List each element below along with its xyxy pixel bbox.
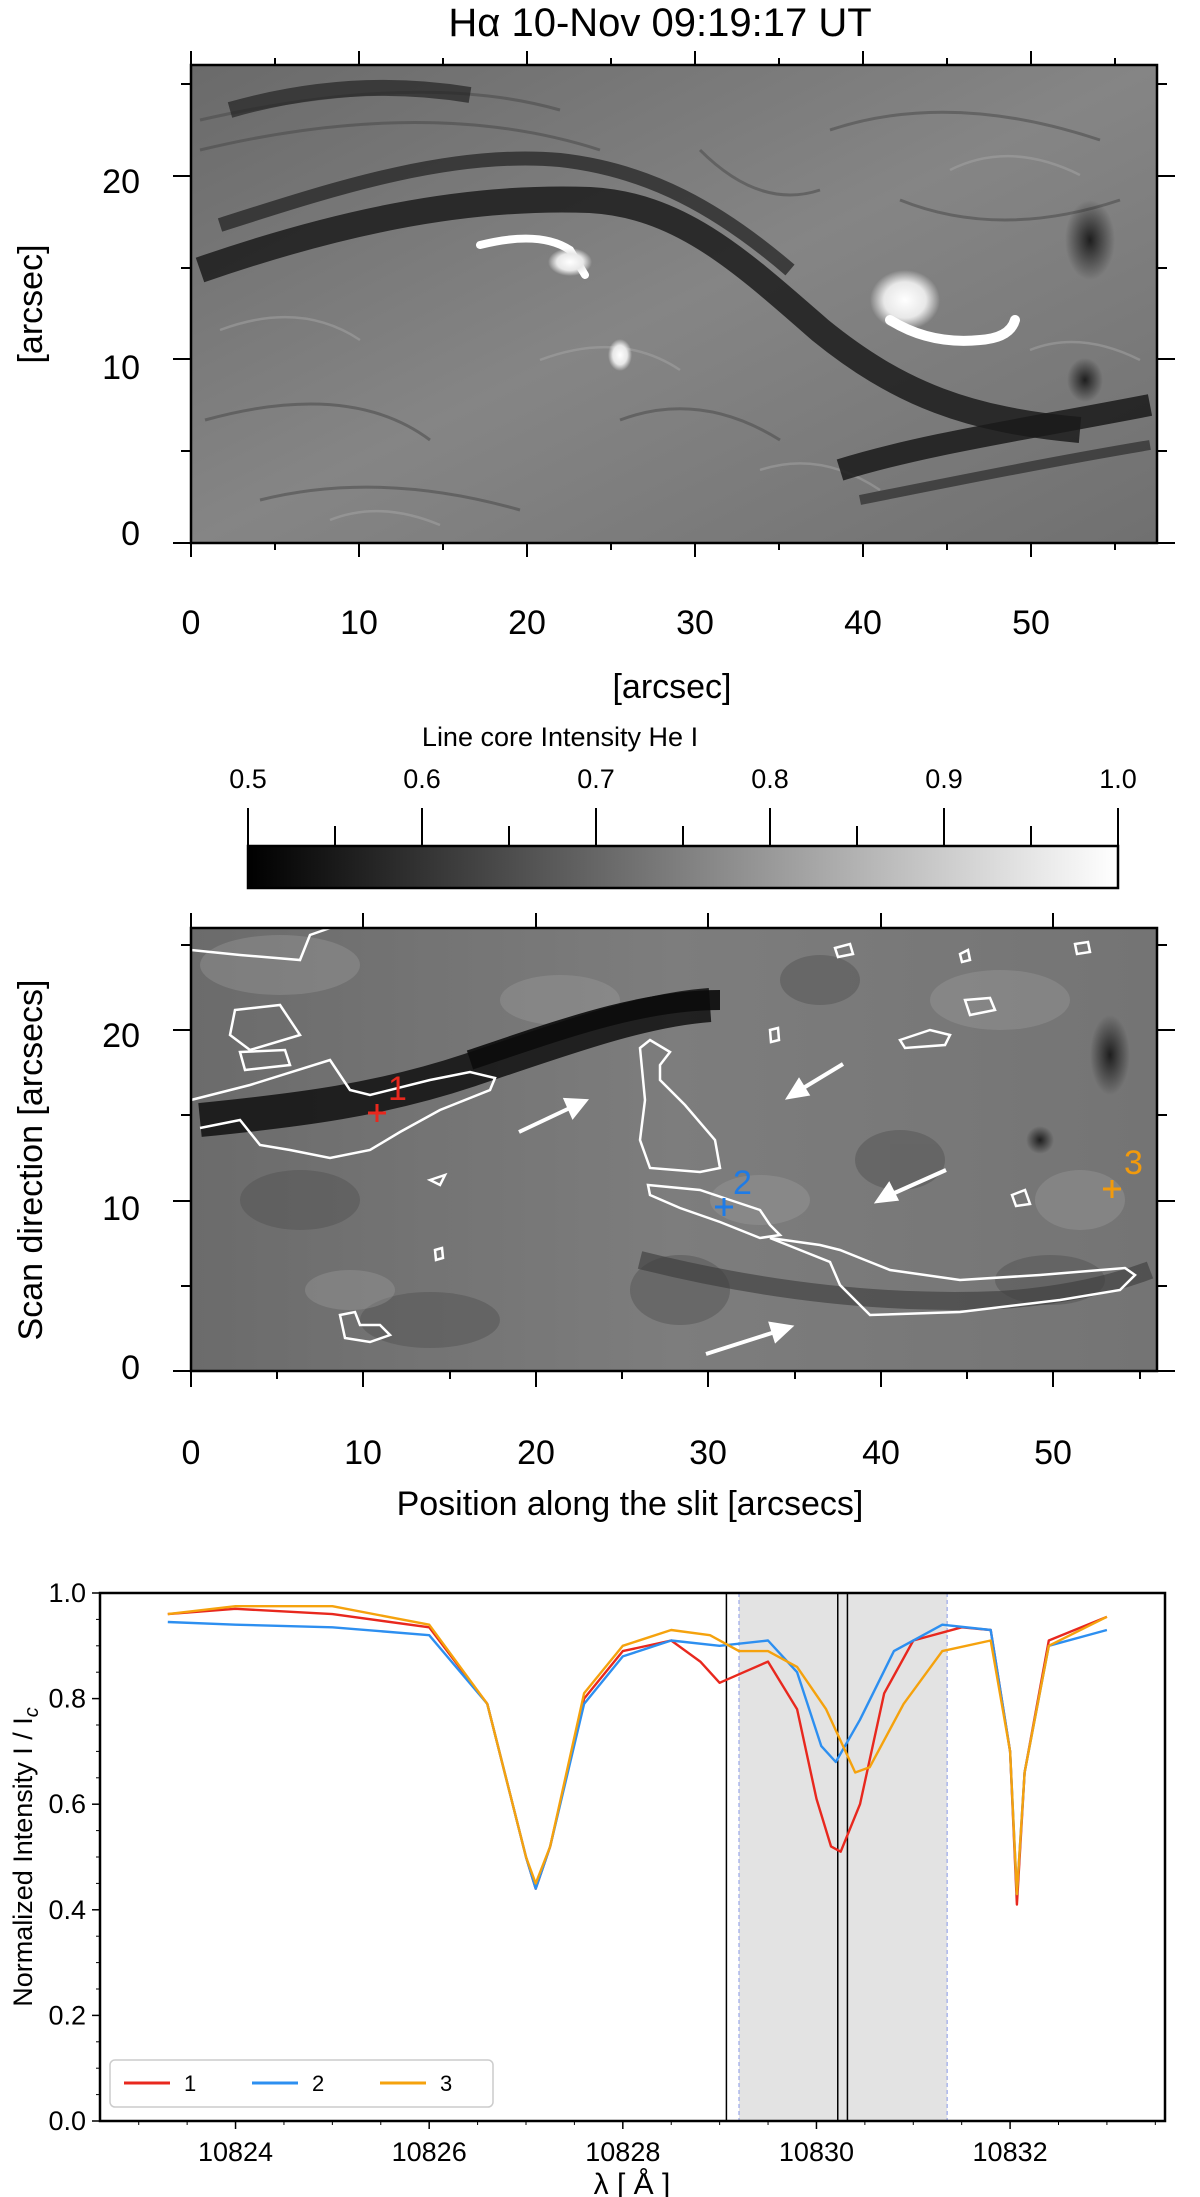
halpha-y-tick-label: 10 [102, 349, 140, 387]
halpha-ylabel: [arcsec] [12, 244, 50, 363]
hei-x-tick-label: 20 [517, 1434, 555, 1472]
colorbar-ticks [247, 808, 1119, 846]
colorbar-tick-label: 0.6 [403, 764, 441, 794]
marker-2: 2 [715, 1164, 752, 1216]
marker-1: 1 [368, 1070, 407, 1122]
y-tick-label: 0.8 [48, 1684, 86, 1714]
halpha-title: Hα 10-Nov 09:19:17 UT [448, 1, 871, 45]
hei-ticks [173, 913, 1175, 1387]
colorbar-tick-label: 0.5 [229, 764, 267, 794]
hei-ylabel: Scan direction [arcsecs] [12, 980, 50, 1341]
hei-x-tick-label: 30 [689, 1434, 727, 1472]
series-1-line [167, 1607, 1108, 1906]
x-tick-label: 10830 [779, 2137, 854, 2167]
arrow [705, 1321, 795, 1356]
y-tick-label: 0.4 [48, 1895, 86, 1925]
series-3-line [167, 1605, 1108, 1896]
legend-label-1: 1 [184, 2071, 196, 2096]
hei-x-tick-label: 10 [344, 1434, 382, 1472]
colorbar-title: Line core Intensity He I [422, 722, 698, 752]
colorbar-tick-label: 0.7 [577, 764, 615, 794]
halpha-x-tick-label: 30 [676, 604, 714, 642]
colorbar-tick-label: 1.0 [1099, 764, 1137, 794]
colorbar-tick-labels: 0.5 0.6 0.7 0.8 0.9 1.0 [229, 764, 1137, 794]
spectra-ylabel: Normalized Intensity I / Ic [8, 1707, 43, 2007]
x-tick-label: 10828 [585, 2137, 660, 2167]
x-tick-label: 10826 [392, 2137, 467, 2167]
series-2-line [167, 1620, 1108, 1896]
shaded-band-rect [739, 1593, 948, 2121]
halpha-xlabel: [arcsec] [612, 668, 731, 706]
hei-xlabel: Position along the slit [arcsecs] [397, 1485, 864, 1523]
hei-y-tick-label: 10 [102, 1190, 140, 1228]
legend-box [109, 2059, 494, 2108]
shaded-band [738, 1593, 948, 2121]
spectra-y-ticks: 0.0 0.2 0.4 0.6 0.8 1.0 [48, 1578, 100, 2136]
halpha-y-tick-label: 20 [102, 163, 140, 201]
marker-2-label: 2 [733, 1164, 752, 1202]
arrows [518, 1062, 947, 1356]
colorbar-gradient [248, 846, 1118, 888]
marker-1-label: 1 [388, 1070, 407, 1108]
legend-label-3: 3 [440, 2071, 452, 2096]
y-tick-label: 0.2 [48, 2000, 86, 2030]
halpha-x-tick-label: 0 [182, 604, 201, 642]
hei-x-tick-label: 50 [1034, 1434, 1072, 1472]
halpha-x-tick-label: 40 [844, 604, 882, 642]
x-tick-label: 10824 [198, 2137, 273, 2167]
y-tick-label: 1.0 [48, 1578, 86, 1608]
hei-x-tick-label: 0 [182, 1434, 201, 1472]
halpha-panel: Hα 10-Nov 09:19:17 UT [12, 1, 1175, 706]
contours [190, 926, 1137, 1344]
hei-image [191, 928, 1157, 1371]
hei-panel: 1 2 3 [12, 913, 1175, 1523]
hei-y-tick-label: 20 [102, 1017, 140, 1055]
spectra-xlabel: λ [ Å ] [594, 2168, 671, 2197]
halpha-x-tick-label: 50 [1012, 604, 1050, 642]
legend-label-2: 2 [312, 2071, 324, 2096]
spectra-panel: 10824 10826 10828 10830 10832 0.00.20.40.60.… [8, 1578, 1167, 2197]
halpha-x-tick-labels: 0 10 20 30 40 50 [182, 604, 1050, 642]
halpha-y-tick-labels: 0 10 20 [102, 163, 140, 553]
y-tick-label: 0.6 [48, 1789, 86, 1819]
colorbar-tick-label: 0.9 [925, 764, 963, 794]
colorbar-tick-label: 0.8 [751, 764, 789, 794]
halpha-image [191, 65, 1157, 543]
arrow [518, 1097, 589, 1134]
halpha-y-tick-label: 0 [121, 515, 140, 553]
legend: 1 2 3 [109, 2059, 494, 2108]
x-tick-label: 10832 [973, 2137, 1048, 2167]
halpha-x-tick-label: 20 [508, 604, 546, 642]
hei-x-tick-labels: 0 10 20 30 40 50 [182, 1434, 1072, 1472]
halpha-ticks [173, 51, 1175, 557]
spectra-x-ticks: 10824 10826 10828 10830 10832 [138, 2121, 1156, 2167]
halpha-x-tick-label: 10 [340, 604, 378, 642]
y-tick-label: 0.0 [48, 2106, 86, 2136]
colorbar: Line core Intensity He I 0.5 0.6 0.7 0.8… [229, 722, 1137, 890]
hei-y-tick-labels: 0 10 20 [102, 1017, 140, 1387]
arrow [873, 1168, 947, 1204]
markers: 1 2 3 [368, 1070, 1143, 1216]
hei-x-tick-label: 40 [862, 1434, 900, 1472]
arrow [784, 1062, 845, 1100]
spectra-series [167, 1605, 1108, 1906]
marker-3: 3 [1103, 1144, 1143, 1198]
marker-3-label: 3 [1124, 1144, 1143, 1182]
hei-y-tick-label: 0 [121, 1349, 140, 1387]
